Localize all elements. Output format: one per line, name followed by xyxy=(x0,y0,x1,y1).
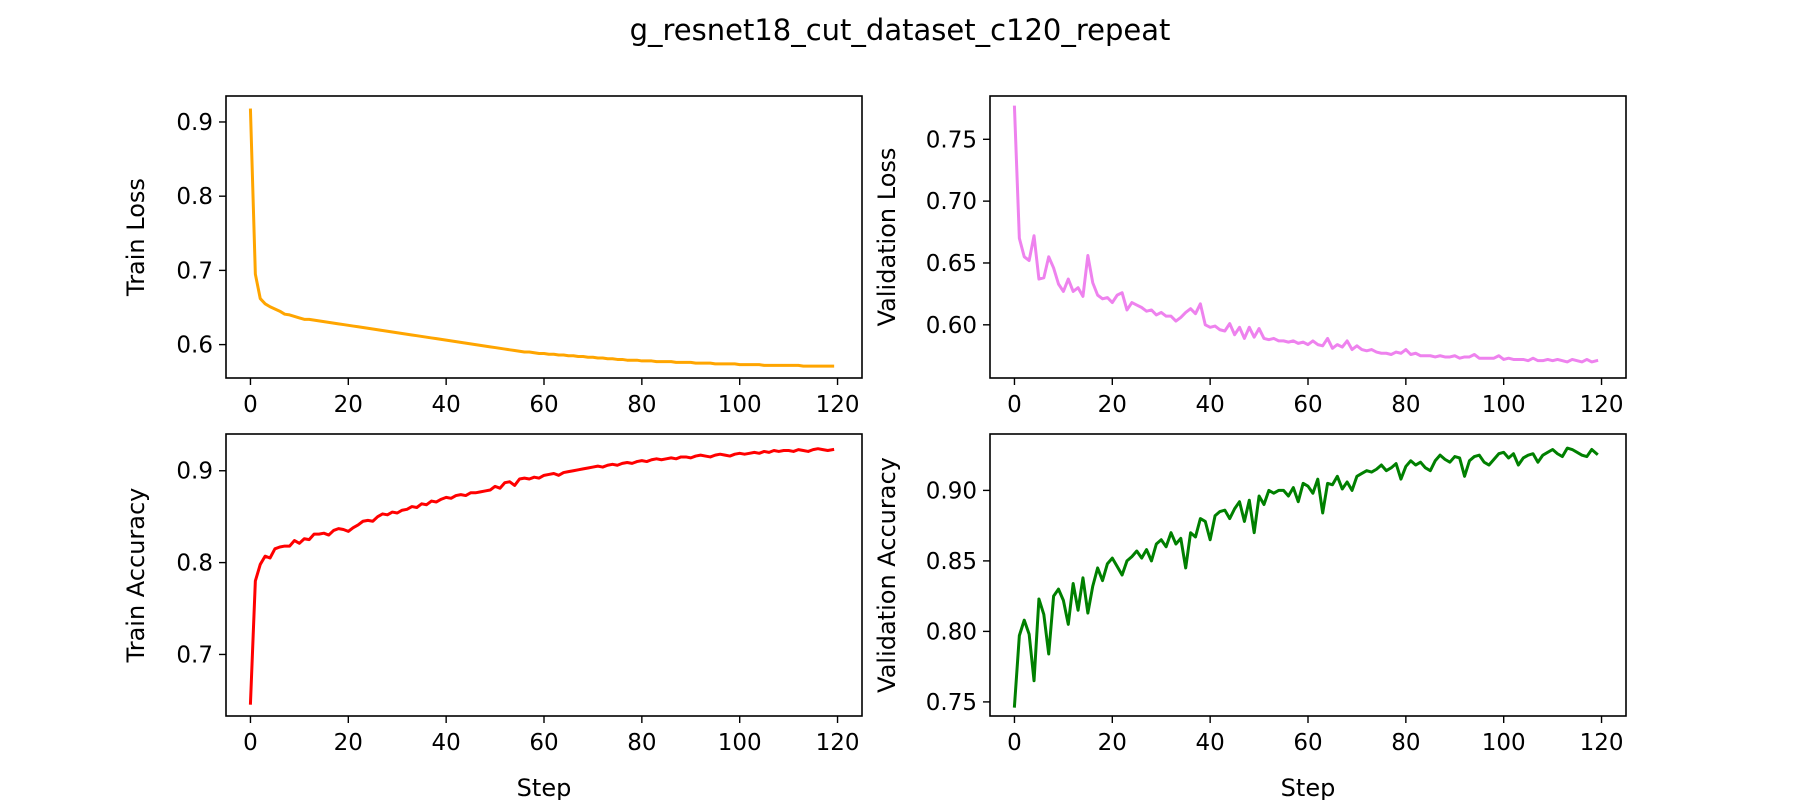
figure-title: g_resnet18_cut_dataset_c120_repeat xyxy=(630,13,1171,47)
train-loss-xtick-label: 0 xyxy=(243,392,258,418)
validation-loss-ytick-label: 0.75 xyxy=(926,127,977,153)
validation-accuracy-ytick-label: 0.75 xyxy=(926,690,977,716)
train-accuracy-xtick-label: 100 xyxy=(718,730,762,756)
validation-accuracy-ytick-label: 0.90 xyxy=(926,478,977,504)
subplot-train-loss: 0 20 40 60 80 100 120 0.6 0.7 0.8 0.9 Train Loss xyxy=(122,95,863,418)
train-accuracy-series-line xyxy=(248,447,835,705)
validation-loss-xtick-label: 80 xyxy=(1391,392,1420,418)
train-loss-xtick-label: 20 xyxy=(334,392,363,418)
train-accuracy-xtick-label: 80 xyxy=(627,730,656,756)
subplot-grid: 0 20 40 60 80 100 120 0.6 0.7 0.8 0.9 Train Loss 0 20… xyxy=(122,95,1627,800)
subplot-validation-accuracy: 0 20 40 60 80 100 120 0.75 0.80 0.85 0.90 Validatio… xyxy=(873,433,1627,800)
validation-accuracy-xtick-label: 60 xyxy=(1293,730,1322,756)
train-loss-ytick-label: 0.7 xyxy=(176,258,213,284)
validation-accuracy-xtick-label: 120 xyxy=(1580,730,1624,756)
validation-loss-ytick-label: 0.70 xyxy=(926,189,977,215)
subplot-validation-loss: 0 20 40 60 80 100 120 0.60 0.65 0.70 0.75 Validatio… xyxy=(873,95,1627,418)
train-loss-xtick-label: 100 xyxy=(718,392,762,418)
validation-accuracy-ytick-label: 0.80 xyxy=(926,619,977,645)
validation-accuracy-series-line xyxy=(1012,446,1599,708)
train-accuracy-xtick-label: 40 xyxy=(432,730,461,756)
validation-loss-xtick-label: 40 xyxy=(1196,392,1225,418)
train-accuracy-xlabel: Step xyxy=(517,774,572,800)
train-loss-series-line xyxy=(248,108,835,368)
validation-loss-ytick-label: 0.65 xyxy=(926,251,977,277)
train-accuracy-xtick-label: 0 xyxy=(243,730,258,756)
validation-loss-xtick-label: 120 xyxy=(1580,392,1624,418)
validation-loss-xtick-label: 60 xyxy=(1293,392,1322,418)
validation-loss-series-line xyxy=(1012,105,1599,364)
train-loss-ytick-label: 0.8 xyxy=(176,184,213,210)
train-accuracy-ytick-label: 0.8 xyxy=(176,551,213,577)
train-accuracy-ytick-label: 0.7 xyxy=(176,642,213,668)
subplot-train-accuracy: 0 20 40 60 80 100 120 0.7 0.8 0.9 Train Accuracy St… xyxy=(122,433,863,800)
train-accuracy-ytick-label: 0.9 xyxy=(176,459,213,485)
train-accuracy-xtick-label: 60 xyxy=(529,730,558,756)
validation-accuracy-xtick-label: 100 xyxy=(1482,730,1526,756)
validation-loss-xtick-label: 100 xyxy=(1482,392,1526,418)
train-loss-xtick-label: 60 xyxy=(529,392,558,418)
validation-accuracy-ytick-label: 0.85 xyxy=(926,549,977,575)
train-loss-xtick-label: 80 xyxy=(627,392,656,418)
validation-accuracy-xtick-label: 80 xyxy=(1391,730,1420,756)
train-loss-xtick-label: 120 xyxy=(816,392,860,418)
train-accuracy-ylabel: Train Accuracy xyxy=(122,488,150,664)
validation-loss-xtick-label: 20 xyxy=(1098,392,1127,418)
validation-accuracy-xtick-label: 0 xyxy=(1007,730,1022,756)
train-accuracy-xtick-label: 20 xyxy=(334,730,363,756)
validation-accuracy-xtick-label: 20 xyxy=(1098,730,1127,756)
train-loss-ytick-label: 0.6 xyxy=(176,333,213,359)
train-accuracy-xtick-label: 120 xyxy=(816,730,860,756)
train-loss-ylabel: Train Loss xyxy=(122,178,150,297)
train-loss-xtick-label: 40 xyxy=(432,392,461,418)
validation-loss-ytick-label: 0.60 xyxy=(926,313,977,339)
train-loss-ytick-label: 0.9 xyxy=(176,110,213,136)
validation-loss-ylabel: Validation Loss xyxy=(873,148,901,327)
validation-accuracy-xtick-label: 40 xyxy=(1196,730,1225,756)
validation-loss-xtick-label: 0 xyxy=(1007,392,1022,418)
validation-accuracy-ylabel: Validation Accuracy xyxy=(873,457,901,693)
validation-accuracy-xlabel: Step xyxy=(1281,774,1336,800)
